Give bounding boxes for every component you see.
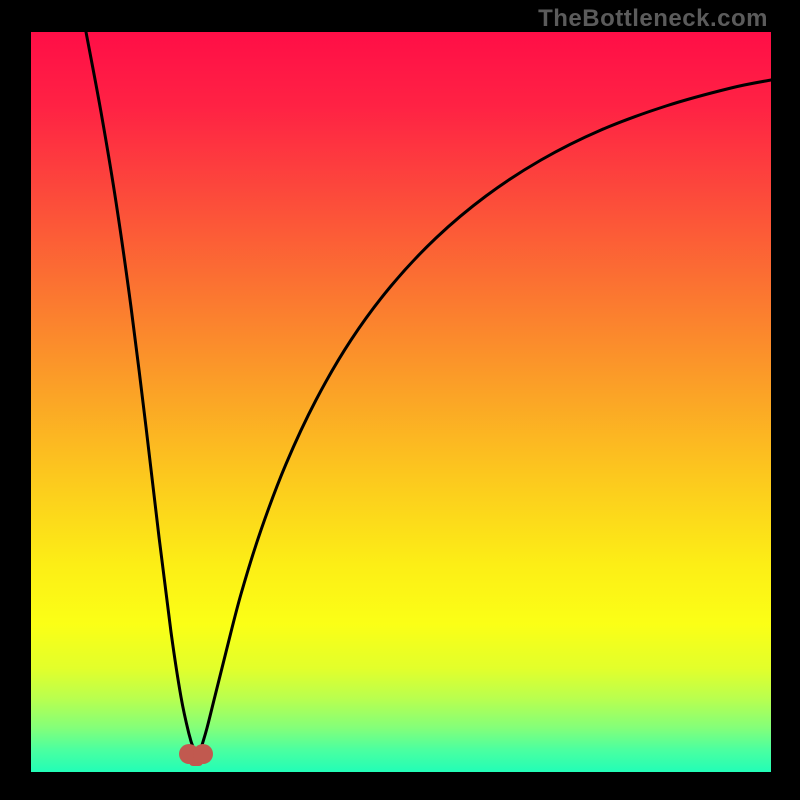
minimum-marker-dot <box>193 744 213 764</box>
watermark-text: TheBottleneck.com <box>538 5 768 33</box>
canvas-root: TheBottleneck.com <box>0 0 800 800</box>
minimum-marker-group <box>31 32 771 772</box>
plot-area <box>31 32 771 772</box>
